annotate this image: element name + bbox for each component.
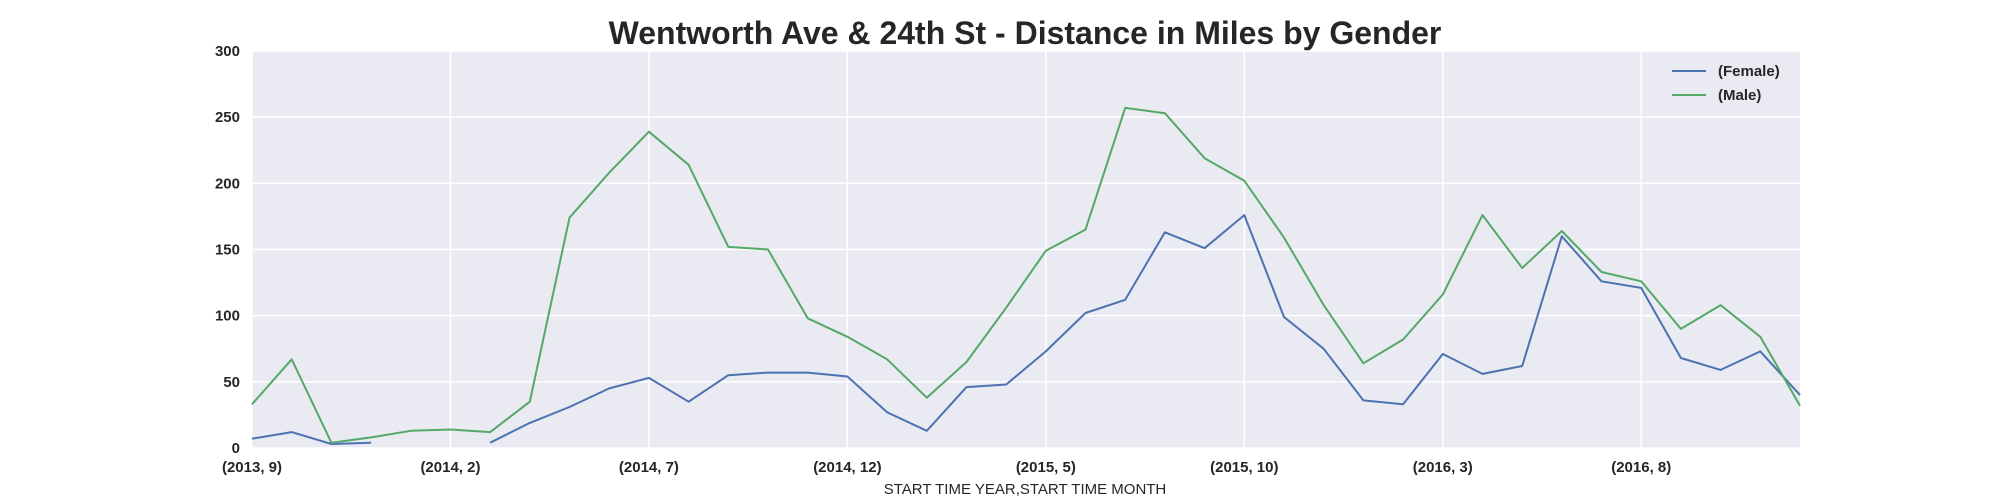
legend-entry: (Male) [1718,87,1761,104]
series-line [489,214,1801,444]
x-axis-ticks: (2013, 9) (2014, 2) (2014, 7) (2014, 12) (20… [222,459,1671,476]
x-tick-label: (2014, 2) [420,459,480,476]
y-tick-label: 100 [215,308,240,325]
x-tick-label: (2015, 10) [1210,459,1278,476]
x-tick-label: (2016, 3) [1413,459,1473,476]
chart-title: Wentworth Ave & 24th St - Distance in Mi… [609,15,1442,51]
series-line [251,431,372,445]
x-tick-label: (2014, 12) [813,459,881,476]
x-tick-label: (2013, 9) [222,459,282,476]
x-tick-label: (2016, 8) [1611,459,1671,476]
x-axis-label: START TIME YEAR,START TIME MONTH [884,481,1167,498]
y-tick-label: 150 [215,242,240,259]
legend-entry: (Female) [1718,63,1780,80]
x-tick-label: (2014, 7) [619,459,679,476]
series-lines [251,106,1801,445]
grid-lines [251,50,1800,449]
y-axis-ticks: 0 50 100 150 200 250 300 [215,43,240,457]
y-tick-label: 200 [215,175,240,192]
legend: (Female) (Male) [1672,63,1780,104]
y-tick-label: 250 [215,109,240,126]
y-tick-label: 50 [223,374,240,391]
y-tick-label: 0 [232,440,240,457]
series-line [251,106,1801,444]
x-tick-label: (2015, 5) [1016,459,1076,476]
y-tick-label: 300 [215,43,240,60]
